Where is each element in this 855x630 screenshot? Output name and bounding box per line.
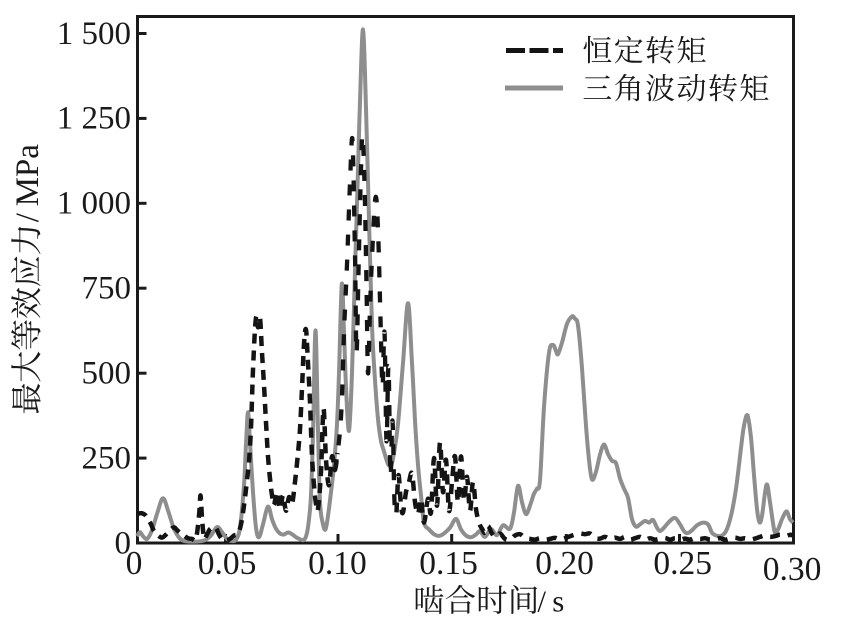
svg-text:0.20: 0.20 (535, 545, 594, 582)
svg-text:0.30: 0.30 (763, 551, 822, 588)
svg-text:500: 500 (82, 356, 132, 392)
svg-text:0.10: 0.10 (308, 545, 367, 582)
svg-text:250: 250 (82, 440, 132, 476)
svg-text:0.05: 0.05 (198, 545, 257, 582)
svg-text:1 500: 1 500 (57, 16, 131, 52)
svg-text:750: 750 (82, 271, 132, 307)
svg-text:0: 0 (115, 525, 132, 561)
svg-text:/ s: / s (537, 584, 564, 619)
svg-text:1 250: 1 250 (57, 101, 131, 137)
svg-text:0.25: 0.25 (653, 545, 712, 582)
svg-text:0.15: 0.15 (419, 545, 478, 582)
svg-text:/ MPa: / MPa (10, 144, 46, 222)
svg-text:0: 0 (126, 545, 143, 582)
svg-text:1 000: 1 000 (57, 186, 131, 222)
